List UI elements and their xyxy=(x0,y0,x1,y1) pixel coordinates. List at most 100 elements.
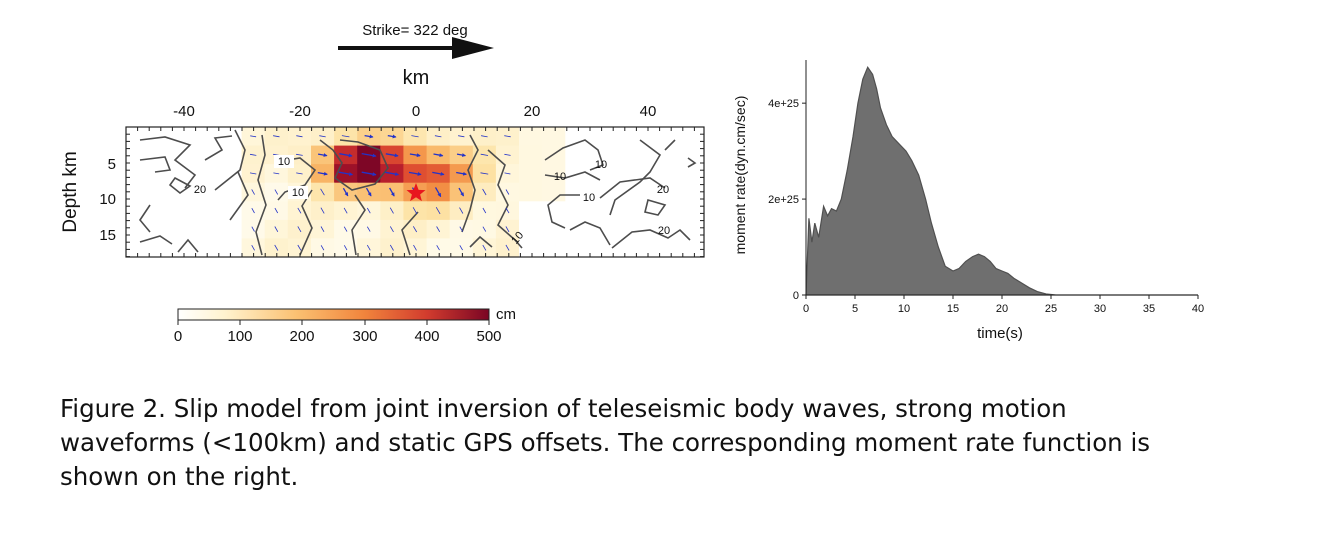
slip-cell xyxy=(126,219,150,239)
x-axis-label: km xyxy=(403,67,430,89)
slip-cell xyxy=(149,238,173,258)
contour-line xyxy=(139,235,173,245)
contour-line xyxy=(547,194,580,229)
slip-cell xyxy=(657,127,682,147)
contour-label: 10 xyxy=(278,156,290,168)
slip-vector xyxy=(341,135,350,138)
x-tick-label: 40 xyxy=(640,103,657,120)
slip-cell xyxy=(149,201,173,221)
slip-vector xyxy=(433,153,444,158)
contour-label: 20 xyxy=(657,184,669,196)
caption-line: shown on the right. xyxy=(60,462,299,491)
contour-line xyxy=(544,139,605,171)
chart-y-label: moment rate(dyn.cm/sec) xyxy=(732,96,748,255)
slip-vector xyxy=(366,207,371,214)
chart-x-ticks: 0 5 10 15 20 25 30 35 40 xyxy=(803,295,1204,315)
slip-cell xyxy=(611,182,636,202)
slip-cell xyxy=(172,201,196,221)
slip-cell xyxy=(149,145,173,165)
x-tick-label: 35 xyxy=(1143,303,1155,315)
contour-line xyxy=(139,136,197,189)
slip-vector xyxy=(249,153,257,156)
slip-cell xyxy=(542,238,566,258)
slip-cell xyxy=(680,201,705,221)
slip-vector xyxy=(482,207,487,214)
slip-vector xyxy=(361,152,377,158)
slip-cell xyxy=(634,182,659,202)
slip-vector xyxy=(481,135,488,138)
slip-cell xyxy=(218,182,243,202)
y-axis-label: Depth km xyxy=(60,151,81,232)
x-tick-label: 0 xyxy=(412,103,420,120)
slip-cell xyxy=(218,219,243,239)
colorbar-tick-label: 400 xyxy=(414,328,439,345)
y-tick-label: 4e+25 xyxy=(768,98,799,110)
slip-cell xyxy=(611,201,636,221)
x-tick-label: 20 xyxy=(524,103,541,120)
contour-line xyxy=(461,134,479,233)
slip-cell xyxy=(172,164,196,184)
slip-model-panel: Strike= 322 deg km Depth km xyxy=(60,22,705,345)
slip-vector xyxy=(297,226,302,233)
slip-cell xyxy=(680,164,705,184)
contour-label: 20 xyxy=(658,225,670,237)
slip-cell xyxy=(680,219,705,239)
slip-cell xyxy=(195,219,219,239)
slip-vector xyxy=(317,153,328,157)
slip-vector xyxy=(274,226,279,232)
contour-line xyxy=(599,177,666,199)
contour-line xyxy=(274,157,317,201)
contour-label: 10 xyxy=(595,159,607,171)
slip-vector xyxy=(339,153,353,158)
slip-vector xyxy=(458,135,465,138)
slip-cell xyxy=(149,182,173,202)
slip-vector xyxy=(366,226,371,232)
slip-contours xyxy=(139,129,697,256)
x-tick-label: 10 xyxy=(898,303,910,315)
x-tick-label: -40 xyxy=(173,103,195,120)
x-tick-label: 20 xyxy=(996,303,1008,315)
slip-vector xyxy=(274,189,279,195)
slip-vector xyxy=(361,171,377,177)
slip-vector xyxy=(296,135,303,138)
slip-vector xyxy=(364,134,374,139)
slip-cell xyxy=(519,145,543,165)
slip-vector xyxy=(505,207,510,214)
hypocenter-star xyxy=(406,183,426,202)
slip-cell xyxy=(195,201,219,221)
contour-line xyxy=(664,139,676,151)
slip-cell xyxy=(565,182,589,202)
slip-cell xyxy=(565,145,589,165)
slip-vector xyxy=(273,172,280,175)
slip-cell xyxy=(519,164,543,184)
slip-vector xyxy=(482,244,487,251)
slip-vector xyxy=(389,226,394,233)
slip-cell xyxy=(195,238,219,258)
slip-vector xyxy=(249,172,257,175)
slip-vector xyxy=(436,226,441,233)
slip-vector xyxy=(320,245,325,251)
slip-vector xyxy=(343,245,348,251)
x-tick-label: 30 xyxy=(1094,303,1106,315)
slip-cell xyxy=(542,219,566,239)
slip-vector xyxy=(505,189,510,195)
slip-vector xyxy=(338,171,354,176)
slip-cell xyxy=(519,201,543,221)
slip-x-tick-labels: -40 -20 0 20 40 xyxy=(173,103,656,120)
y-tick-label: 2e+25 xyxy=(768,194,799,206)
strike-label: Strike= 322 deg xyxy=(362,22,468,39)
slip-vector xyxy=(408,171,422,176)
slip-vector xyxy=(385,153,399,158)
slip-vector xyxy=(320,207,325,214)
figure-2: Strike= 322 deg km Depth km xyxy=(60,22,1204,345)
slip-cell xyxy=(565,219,589,239)
slip-vector xyxy=(389,244,394,251)
contour-line xyxy=(611,228,691,249)
slip-cell xyxy=(680,182,705,202)
x-tick-label: 5 xyxy=(852,303,858,315)
x-tick-label: 25 xyxy=(1045,303,1057,315)
slip-vector xyxy=(432,171,445,176)
slip-cell xyxy=(172,219,196,239)
slip-cell xyxy=(634,219,659,239)
slip-vector xyxy=(366,244,371,251)
